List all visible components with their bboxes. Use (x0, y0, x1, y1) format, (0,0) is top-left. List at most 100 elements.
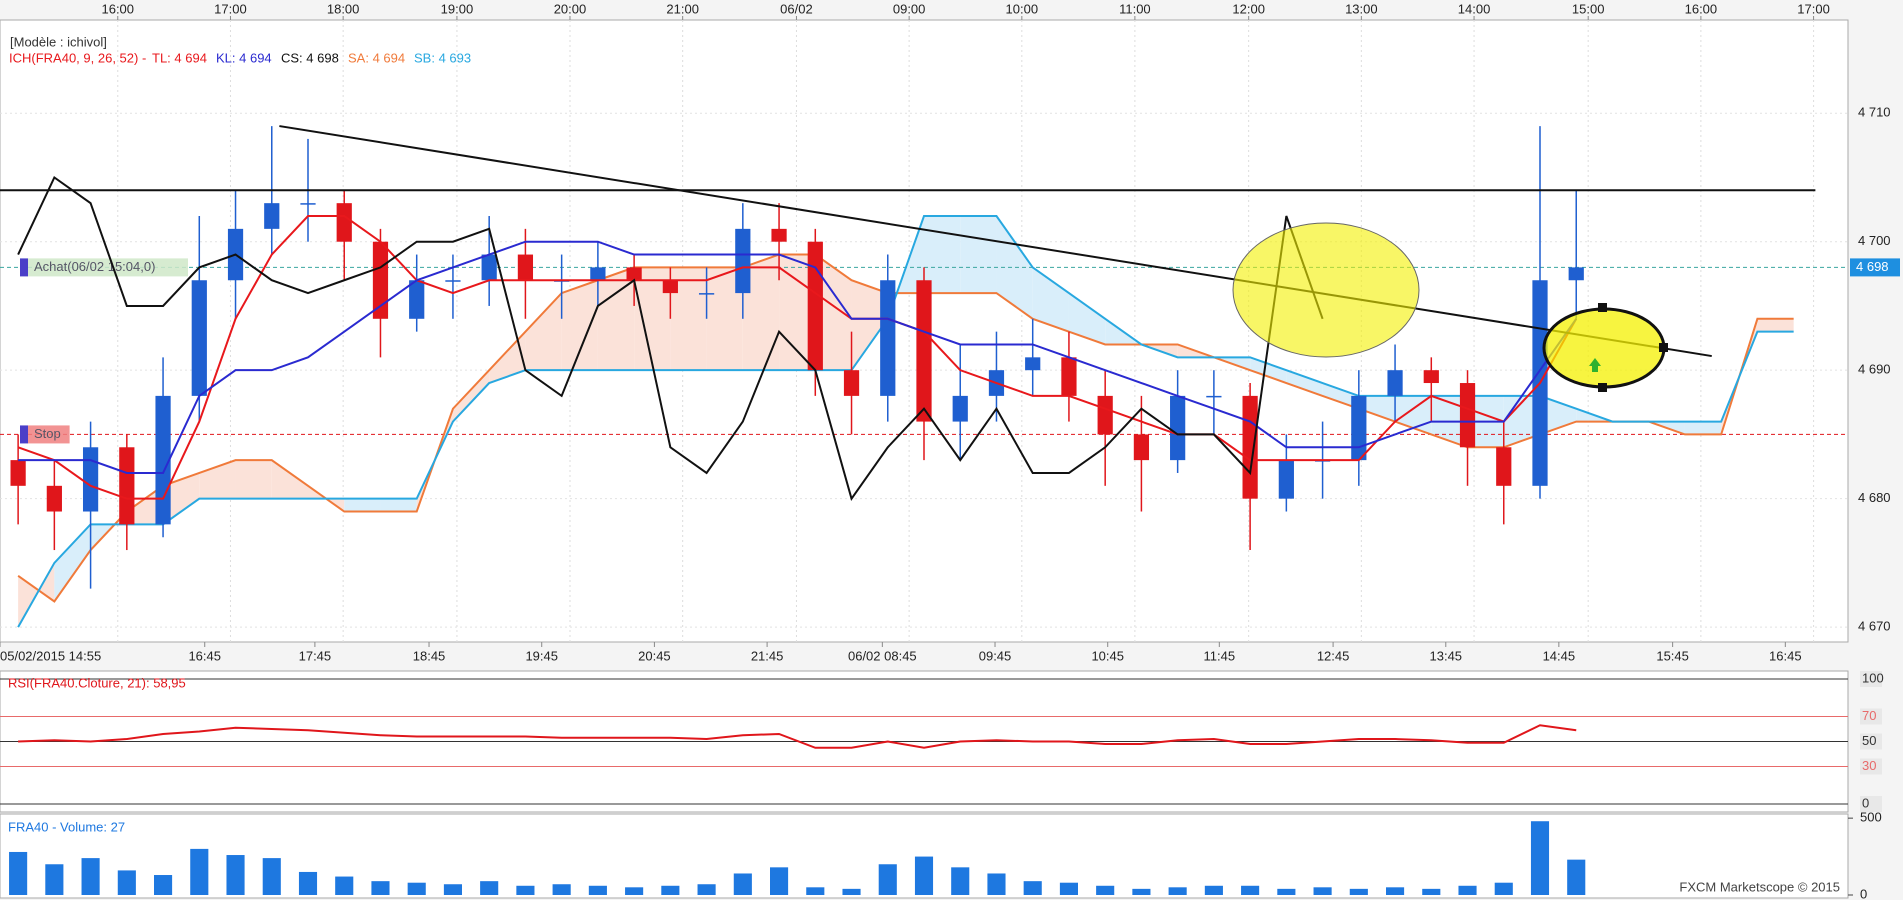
cloud (1757, 318, 1794, 332)
candle-body (916, 280, 932, 422)
top-tick-label: 10:00 (1006, 1, 1039, 16)
rsi-line (18, 724, 1577, 749)
x-tick-label: 09:45 (979, 648, 1012, 663)
candle-body (1459, 383, 1476, 448)
top-tick-label: 17:00 (214, 1, 247, 16)
candle-body (1097, 395, 1113, 435)
x-tick-label: 05/02/2015 14:55 (0, 648, 101, 663)
x-tick-label: 17:45 (299, 648, 332, 663)
cloud (1250, 357, 1287, 384)
candle-body (1423, 370, 1439, 384)
credit: FXCM Marketscope © 2015 (1679, 879, 1840, 894)
y-tick-label: 0 (1860, 886, 1867, 900)
volume-bar (552, 884, 571, 895)
volume-bar (407, 882, 426, 895)
legend-entry: TL: 4 694 (152, 50, 207, 65)
cloud (344, 498, 381, 512)
y-tick-box (1860, 758, 1882, 775)
volume-bar (45, 864, 64, 895)
level-label: Stop (34, 426, 61, 441)
top-tick-label: 06/02 (780, 1, 813, 16)
y-tick-label: 100 (1862, 670, 1884, 685)
legend-entry: SA: 4 694 (348, 50, 405, 65)
y-tick-box (1860, 733, 1882, 750)
cloud (742, 254, 780, 371)
volume-bar (1567, 859, 1586, 895)
volume-bar (371, 881, 390, 895)
candle-body (372, 241, 389, 319)
cloud (634, 267, 671, 371)
indicator-line (18, 240, 1578, 474)
candle-body (264, 203, 280, 229)
cloud (271, 460, 308, 499)
volume-bar (987, 873, 1006, 895)
volume-bar (480, 881, 499, 895)
candle-body (300, 203, 316, 205)
y-tick-label: 500 (1860, 810, 1882, 825)
x-tick-label: 14:45 (1543, 648, 1576, 663)
y-tick-label: 4 710 (1858, 105, 1891, 120)
cloud (1540, 395, 1577, 435)
candle-body (1568, 267, 1584, 281)
candle-body (10, 460, 26, 486)
volume-bar (1422, 888, 1441, 895)
cloud (670, 267, 707, 371)
volume-bar (806, 887, 825, 895)
volume-bar (298, 871, 318, 895)
price-tag (1850, 258, 1900, 277)
y-tick-box (1860, 796, 1882, 812)
cloud (199, 460, 236, 499)
cloud (561, 280, 598, 371)
x-tick-label: 06/02 08:45 (848, 648, 917, 663)
top-tick-label: 15:00 (1572, 1, 1605, 16)
volume-bar (516, 885, 535, 895)
volume-bar (190, 848, 209, 895)
top-tick-label: 20:00 (554, 1, 587, 16)
volume-bar (1059, 882, 1078, 895)
cloud (1358, 395, 1396, 422)
trend-line (279, 125, 1712, 358)
top-tick-label: 17:00 (1797, 1, 1830, 16)
x-tick-label: 11:45 (1204, 648, 1236, 663)
volume-bar (1204, 885, 1223, 895)
cloud (924, 216, 961, 294)
candle-body (880, 280, 896, 396)
candle-body (771, 228, 787, 242)
candle-body (1170, 395, 1186, 461)
cloud (851, 280, 888, 371)
y-tick-box (1860, 708, 1882, 725)
volume-bar (1132, 888, 1151, 895)
volume-bar (262, 858, 281, 895)
x-tick-label: 15:45 (1656, 648, 1689, 663)
x-tick-label: 10:45 (1091, 648, 1124, 663)
volume-bar (625, 887, 644, 895)
cloud (54, 524, 91, 602)
candle-body (698, 293, 715, 295)
candle-body (46, 485, 62, 512)
volume-bar (661, 885, 680, 895)
candle-body (336, 203, 352, 242)
volume-bar (1241, 885, 1260, 895)
top-tick-label: 14:00 (1458, 1, 1491, 16)
cloud (525, 293, 562, 371)
cloud (1684, 421, 1722, 435)
y-tick-label: 4 690 (1858, 362, 1891, 377)
handle (1598, 303, 1607, 312)
y-tick-label: 70 (1862, 708, 1876, 723)
x-tick-label: 12:45 (1317, 648, 1350, 663)
volume-bar (117, 870, 136, 895)
volume-bar (9, 851, 28, 895)
cloud (1322, 383, 1359, 409)
volume-bar (951, 867, 970, 895)
volume-bar (914, 856, 934, 895)
x-tick-label: 19:45 (525, 648, 558, 663)
volume-bar (770, 867, 789, 895)
drawings (1232, 222, 1668, 392)
highlight-ellipse (1232, 222, 1420, 358)
x-tick-label: 18:45 (413, 648, 446, 663)
candle-body (1242, 395, 1258, 499)
x-tick-label: 21:45 (751, 648, 784, 663)
y-tick-box (1860, 671, 1882, 687)
top-tick-label: 18:00 (327, 1, 360, 16)
